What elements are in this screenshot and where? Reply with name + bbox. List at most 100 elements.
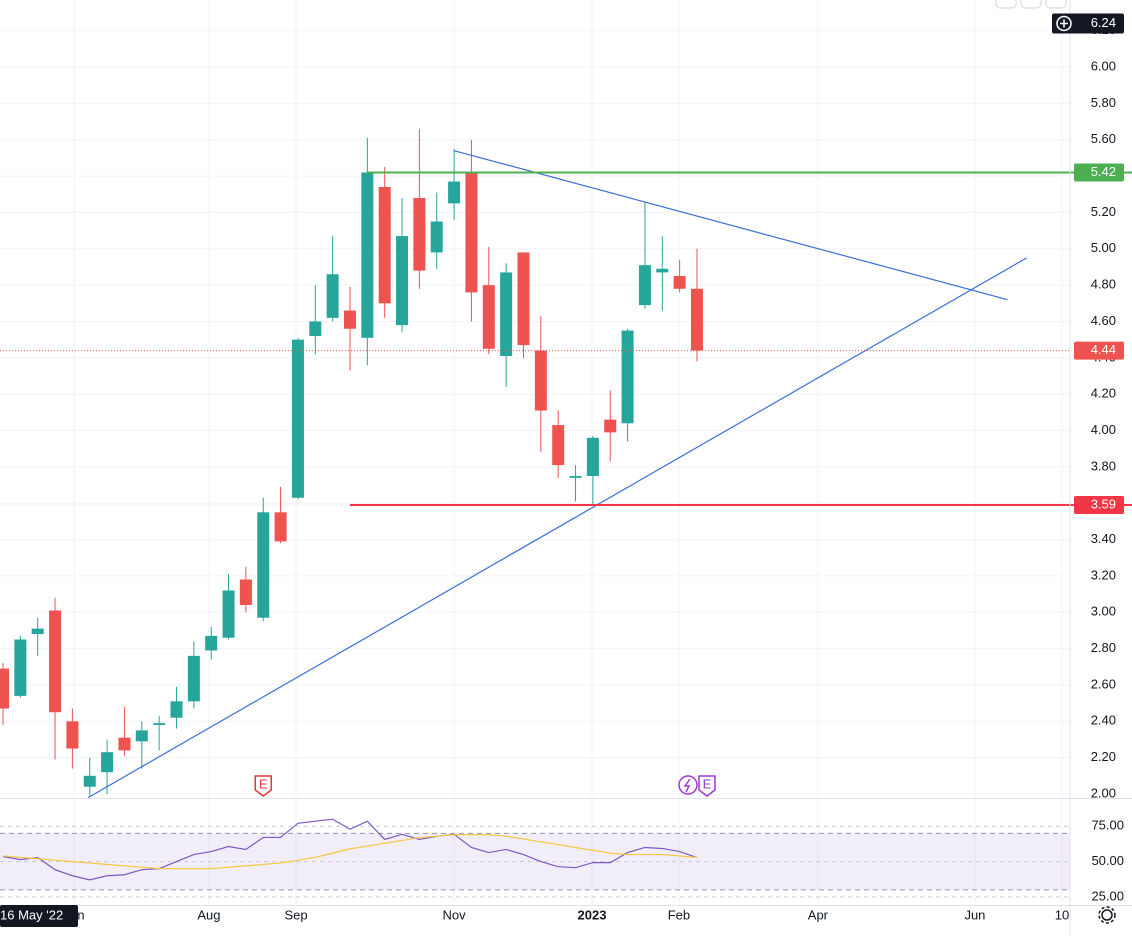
candle-body bbox=[135, 730, 148, 742]
candle-body bbox=[378, 187, 391, 304]
crosshair-price-bg bbox=[1052, 13, 1124, 34]
dividend-icon bbox=[678, 775, 698, 795]
y-tick-label: 2.20 bbox=[1091, 749, 1116, 764]
candle-body bbox=[604, 419, 617, 433]
gear[interactable] bbox=[1101, 909, 1113, 921]
candle-body bbox=[621, 330, 634, 424]
candle-body bbox=[205, 635, 218, 651]
y-tick-label: 2.00 bbox=[1091, 785, 1116, 800]
x-tick-label: Jun bbox=[964, 907, 985, 922]
candle-body bbox=[118, 737, 131, 751]
level-label: 5.42 bbox=[1091, 164, 1116, 179]
candle-body bbox=[66, 721, 79, 749]
candle-body bbox=[343, 310, 356, 329]
candle-body bbox=[101, 752, 114, 773]
trend-line bbox=[453, 150, 1008, 301]
y-tick-label: 5.20 bbox=[1091, 204, 1116, 219]
candle-body bbox=[239, 579, 252, 605]
axes: 2.002.202.402.602.803.003.203.403.593.60… bbox=[0, 13, 1124, 927]
crosshair-date-label: 16 May '22 bbox=[0, 907, 63, 922]
y-tick-label: 50.00 bbox=[1091, 853, 1124, 868]
candle-body bbox=[326, 274, 339, 318]
x-tick-label: Feb bbox=[668, 907, 690, 922]
indicator-line bbox=[2, 834, 698, 870]
candle-body bbox=[83, 775, 96, 787]
candle-body bbox=[309, 321, 322, 337]
earnings-marker bbox=[698, 775, 716, 797]
candle-body bbox=[187, 655, 200, 702]
y-tick-label: 25.00 bbox=[1091, 888, 1124, 903]
candle-body bbox=[291, 339, 304, 498]
candle-body bbox=[413, 197, 426, 271]
y-tick-label: 4.80 bbox=[1091, 277, 1116, 292]
candle-body bbox=[552, 425, 565, 466]
y-tick-label: 2.60 bbox=[1091, 676, 1116, 691]
candle-body bbox=[153, 723, 166, 725]
candle-body bbox=[517, 252, 530, 346]
candle-body bbox=[673, 276, 686, 289]
y-tick-label: 2.80 bbox=[1091, 640, 1116, 655]
y-tick-label: 3.00 bbox=[1091, 604, 1116, 619]
y-tick-label: 4.00 bbox=[1091, 422, 1116, 437]
y-tick-label: 75.00 bbox=[1091, 818, 1124, 833]
indicator-line bbox=[2, 818, 698, 881]
toolbar bbox=[995, 0, 1067, 9]
level-label: 3.59 bbox=[1091, 496, 1116, 511]
level-label-bg bbox=[1074, 163, 1124, 182]
y-tick-label: 6.00 bbox=[1091, 58, 1116, 73]
toolbar-button[interactable] bbox=[995, 0, 1017, 9]
toolbar-button[interactable] bbox=[1045, 0, 1067, 9]
candle-body bbox=[500, 272, 513, 357]
candle-body bbox=[465, 172, 478, 293]
candle-body bbox=[482, 285, 495, 349]
y-tick-label: 4.20 bbox=[1091, 386, 1116, 401]
x-tick-label: Apr bbox=[808, 907, 829, 922]
trend-line bbox=[87, 257, 1027, 799]
y-tick-label: 5.00 bbox=[1091, 240, 1116, 255]
earnings-label: E bbox=[259, 776, 268, 791]
candle-body bbox=[257, 512, 270, 618]
candle-body bbox=[31, 628, 44, 635]
candle-body bbox=[638, 265, 651, 306]
candle-body bbox=[396, 236, 409, 326]
earnings-label: E bbox=[703, 776, 712, 791]
level-label-bg bbox=[1074, 496, 1124, 515]
candle-body bbox=[274, 512, 287, 542]
y-tick-label: 3.20 bbox=[1091, 567, 1116, 582]
candle-body bbox=[586, 437, 599, 476]
crosshair-date-bg bbox=[0, 905, 78, 927]
y-tick-label: 5.80 bbox=[1091, 95, 1116, 110]
x-tick-label: 2023 bbox=[578, 907, 607, 922]
y-tick-label: 2.40 bbox=[1091, 713, 1116, 728]
y-tick-label: 3.80 bbox=[1091, 458, 1116, 473]
candle-body bbox=[222, 590, 235, 638]
x-tick-label: Sep bbox=[284, 907, 307, 922]
candle-body bbox=[14, 639, 27, 696]
crosshair-add-icon bbox=[1060, 19, 1068, 28]
candle-body bbox=[656, 268, 669, 273]
y-tick-label: 5.60 bbox=[1091, 131, 1116, 146]
earnings-marker bbox=[254, 775, 272, 797]
candle-body bbox=[430, 221, 443, 253]
crosshair-add-icon[interactable] bbox=[1056, 15, 1072, 32]
candle-body bbox=[534, 350, 547, 411]
settings-icon[interactable] bbox=[1098, 906, 1116, 924]
x-tick-label: 10 bbox=[1055, 907, 1069, 922]
candle-body bbox=[448, 181, 461, 204]
candle-body bbox=[0, 668, 10, 709]
crosshair-price-label: 6.24 bbox=[1091, 15, 1116, 30]
last-price-bg bbox=[1074, 341, 1124, 360]
candle-body bbox=[49, 610, 62, 713]
y-tick-label: 3.40 bbox=[1091, 531, 1116, 546]
toolbar-button[interactable] bbox=[1020, 0, 1042, 9]
gear-teeth[interactable] bbox=[1098, 906, 1116, 924]
last-price-label: 4.44 bbox=[1091, 342, 1116, 357]
candle-body bbox=[690, 288, 703, 351]
candle-body bbox=[361, 172, 374, 338]
x-tick-label: Aug bbox=[197, 907, 220, 922]
x-tick-label: Nov bbox=[443, 907, 467, 922]
dividend-icon bbox=[683, 778, 691, 793]
